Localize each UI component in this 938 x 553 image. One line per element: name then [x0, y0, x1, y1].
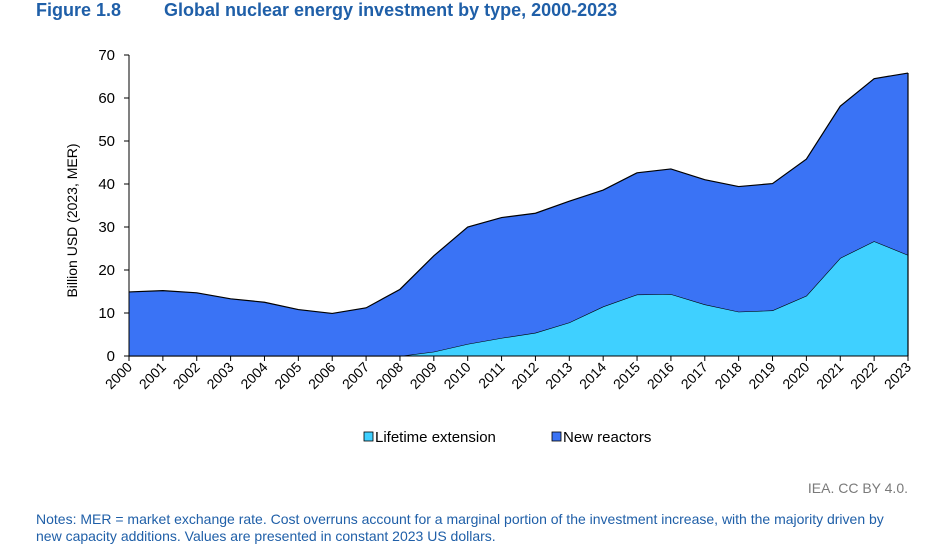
y-tick-label: 20 — [98, 262, 115, 279]
y-tick-label: 0 — [107, 348, 115, 365]
x-tick-label: 2007 — [339, 359, 372, 392]
x-tick-label: 2012 — [508, 359, 541, 392]
x-tick-label: 2009 — [407, 359, 440, 392]
x-tick-label: 2010 — [440, 359, 473, 392]
credit-text: IEA. CC BY 4.0. — [807, 480, 908, 496]
x-tick-label: 2017 — [678, 359, 711, 392]
legend-label-lifetime-extension: Lifetime extension — [375, 429, 496, 446]
y-tick-label: 40 — [98, 176, 115, 193]
figure-title: Figure 1.8 Global nuclear energy investme… — [36, 0, 617, 21]
x-tick-label: 2004 — [237, 359, 270, 392]
y-axis-label: Billion USD (2023, MER) — [64, 143, 80, 297]
x-tick-label: 2018 — [711, 359, 744, 392]
x-tick-label: 2015 — [610, 359, 643, 392]
notes-text: Notes: MER = market exchange rate. Cost … — [36, 511, 884, 544]
x-tick-label: 2005 — [271, 359, 304, 392]
x-tick-label: 2020 — [779, 359, 812, 392]
x-tick-label: 2023 — [881, 359, 914, 392]
y-tick-label: 50 — [98, 133, 115, 150]
x-tick-label: 2022 — [847, 359, 880, 392]
x-tick-label: 2001 — [136, 359, 169, 392]
x-tick-label: 2008 — [373, 359, 406, 392]
x-tick-label: 2011 — [475, 359, 508, 392]
series-outline-new-reactors — [128, 72, 909, 315]
x-tick-label: 2013 — [542, 359, 575, 392]
legend-swatch-new-reactors — [551, 431, 562, 442]
legend-label-new-reactors: New reactors — [563, 429, 651, 446]
x-tick-label: 2014 — [576, 359, 609, 392]
x-tick-label: 2003 — [203, 359, 236, 392]
figure-number: Figure 1.8 — [36, 0, 122, 20]
figure-title-text: Global nuclear energy investment by type… — [164, 0, 618, 20]
y-tick-label: 10 — [98, 305, 115, 322]
y-tick-label: 30 — [98, 219, 115, 236]
x-tick-label: 2006 — [305, 359, 338, 392]
y-tick-label: 60 — [98, 90, 115, 107]
series-area-new-reactors — [129, 73, 908, 356]
series-area-lifetime-extension — [129, 241, 908, 356]
y-tick-label: 70 — [98, 47, 115, 64]
x-tick-label: 2021 — [813, 359, 846, 392]
x-tick-label: 2002 — [170, 359, 203, 392]
x-tick-label: 2019 — [745, 359, 778, 392]
x-tick-label: 2016 — [644, 359, 677, 392]
legend-swatch-lifetime-extension — [363, 431, 374, 442]
